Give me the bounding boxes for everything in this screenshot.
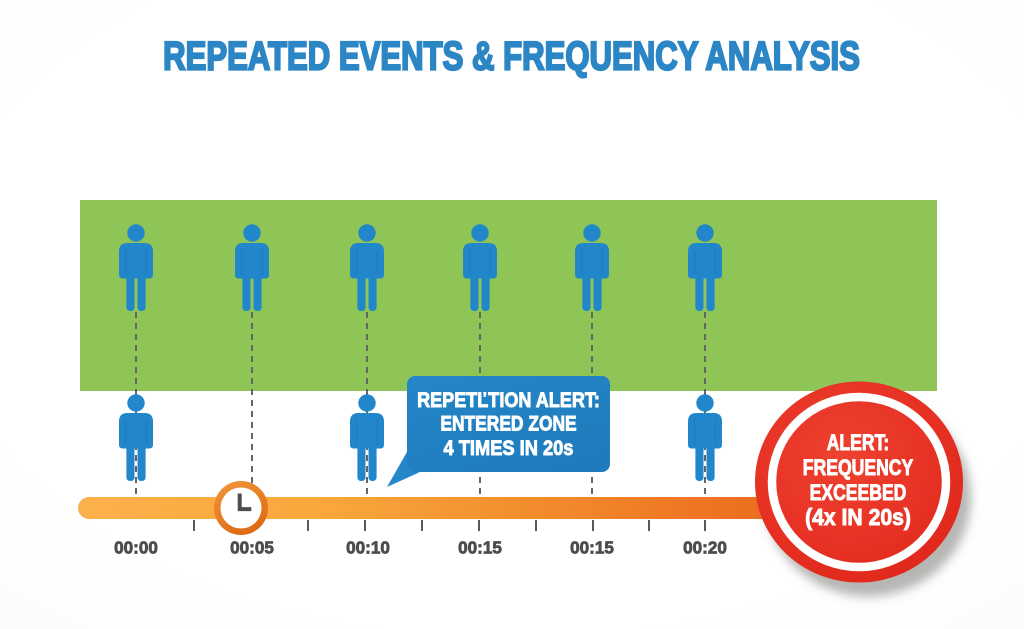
svg-text:00:20: 00:20 <box>683 537 727 558</box>
svg-text:00:00: 00:00 <box>114 537 158 558</box>
svg-text:00:15: 00:15 <box>570 537 614 558</box>
svg-text:(4x IN 20s): (4x IN 20s) <box>805 504 911 530</box>
svg-text:00:10: 00:10 <box>346 537 390 558</box>
svg-text:REPETĽTION ALERT:: REPETĽTION ALERT: <box>417 389 600 413</box>
svg-text:ALERT:: ALERT: <box>827 431 890 455</box>
svg-text:EXCEEBED: EXCEEBED <box>810 481 907 505</box>
svg-text:00:15: 00:15 <box>458 537 502 558</box>
svg-text:REPEATED EVENTS & FREQUENCY AN: REPEATED EVENTS & FREQUENCY ANALYSIS <box>163 34 860 79</box>
svg-text:00:05: 00:05 <box>230 537 274 558</box>
svg-text:4 TIMES IN 20s: 4 TIMES IN 20s <box>444 437 574 461</box>
svg-text:ENTERED ZONE: ENTERED ZONE <box>440 412 576 436</box>
svg-text:FREQUENCY: FREQUENCY <box>803 456 913 480</box>
